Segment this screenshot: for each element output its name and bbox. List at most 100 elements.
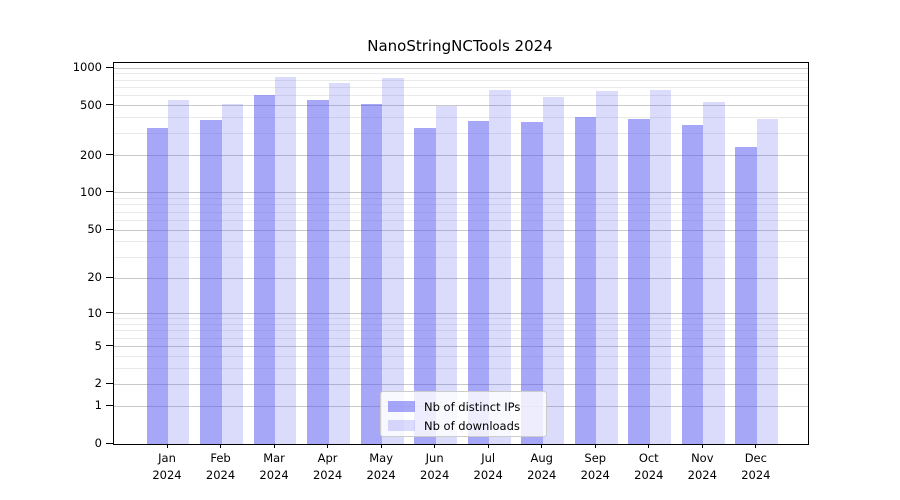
bar-downloads-oct [649,90,672,444]
legend-label-downloads: Nb of downloads [424,418,520,433]
minor-gridline [114,256,808,258]
y-tick-label: 10 [87,305,102,320]
legend-label-distinct-ips: Nb of distinct IPs [424,399,521,414]
bar-distinct-ips-apr [307,100,329,444]
bar-downloads-mar [275,77,297,444]
legend-item-downloads: Nb of downloads [388,416,538,435]
bar-distinct-ips-feb [200,120,222,444]
major-gridline [114,155,808,156]
x-tick-mark [273,444,275,448]
legend: Nb of distinct IPs Nb of downloads [380,391,547,437]
x-tick-label: Feb 2024 [205,451,236,482]
minor-gridline [114,355,808,357]
minor-gridline [114,198,808,200]
y-tick-mark [106,276,113,278]
y-tick-label: 5 [94,338,102,353]
y-tick-label: 100 [80,184,102,199]
minor-gridline [114,79,808,81]
minor-gridline [114,133,808,135]
bar-downloads-feb [221,104,243,444]
bar-distinct-ips-dec [735,146,757,444]
x-tick-label: Sep 2024 [580,451,610,482]
x-tick-mark [701,444,703,448]
major-gridline [114,105,808,107]
y-tick-mark [106,404,113,406]
minor-gridline [114,117,808,119]
bar-distinct-ips-aug [521,122,543,444]
x-tick-label: Jan 2024 [152,451,182,482]
bar-distinct-ips-jan [146,127,168,444]
y-tick-label: 1 [94,398,102,413]
y-tick-mark [106,191,113,193]
bar-downloads-jul [489,90,511,444]
legend-swatch-downloads [388,420,415,431]
y-tick-mark [106,312,113,314]
minor-gridline [114,241,808,243]
bar-downloads-apr [328,83,350,444]
plot-area [113,62,809,445]
x-tick-mark [434,444,436,448]
major-gridline [114,67,808,69]
minor-gridline [114,211,808,213]
bar-downloads-sep [596,91,618,444]
minor-gridline [114,330,808,332]
y-tick-label: 2 [94,376,102,391]
major-gridline [114,229,808,231]
x-tick-mark [541,444,543,448]
minor-gridline [114,204,808,206]
bar-distinct-ips-oct [628,119,650,444]
x-tick-label: Dec 2024 [741,451,771,482]
y-tick-mark [106,66,113,68]
major-gridline [114,346,808,348]
x-tick-label: Jun 2024 [420,451,450,482]
x-tick-label: Mar 2024 [259,451,289,482]
minor-gridline [114,95,808,97]
y-tick-label: 50 [87,222,102,237]
x-tick-mark [648,444,650,448]
chart-title: NanoStringNCTools 2024 [367,37,553,55]
bar-downloads-dec [756,119,779,444]
minor-gridline [114,87,808,89]
x-tick-label: Apr 2024 [312,451,343,482]
minor-gridline [114,337,808,339]
y-tick-mark [106,154,113,155]
y-tick-mark [106,382,113,384]
legend-swatch-distinct-ips [388,401,415,412]
bar-distinct-ips-sep [574,116,597,444]
minor-gridline [114,318,808,320]
x-tick-label: Nov 2024 [687,451,717,482]
bar-distinct-ips-nov [681,125,704,444]
bar-downloads-jun [435,106,458,444]
bar-downloads-aug [542,97,565,444]
bar-distinct-ips-may [360,104,383,444]
y-tick-label: 1000 [72,60,102,75]
bar-distinct-ips-jul [467,121,490,444]
y-tick-label: 0 [94,436,102,450]
x-tick-label: Oct 2024 [634,451,664,482]
y-tick-mark [106,442,113,444]
x-tick-label: Aug 2024 [527,451,557,482]
y-tick-mark [106,228,113,230]
x-tick-mark [594,444,596,448]
x-tick-label: Jul 2024 [473,451,503,482]
y-tick-label: 200 [80,147,102,162]
y-tick-mark [106,104,113,106]
x-tick-mark [220,444,222,448]
minor-gridline [114,219,808,221]
y-tick-label: 500 [80,97,102,112]
y-tick-label: 20 [87,270,102,285]
major-gridline [114,277,808,279]
x-tick-mark [327,444,329,448]
bar-distinct-ips-mar [253,95,276,444]
major-gridline [114,383,808,385]
minor-gridline [114,323,808,325]
bar-downloads-nov [703,102,725,444]
x-tick-label: May 2024 [366,451,396,482]
bar-downloads-jan [168,100,190,444]
bar-distinct-ips-jun [414,128,436,444]
y-tick-mark [106,345,113,347]
major-gridline [114,313,808,315]
x-tick-mark [755,444,757,448]
x-tick-mark [487,444,489,448]
